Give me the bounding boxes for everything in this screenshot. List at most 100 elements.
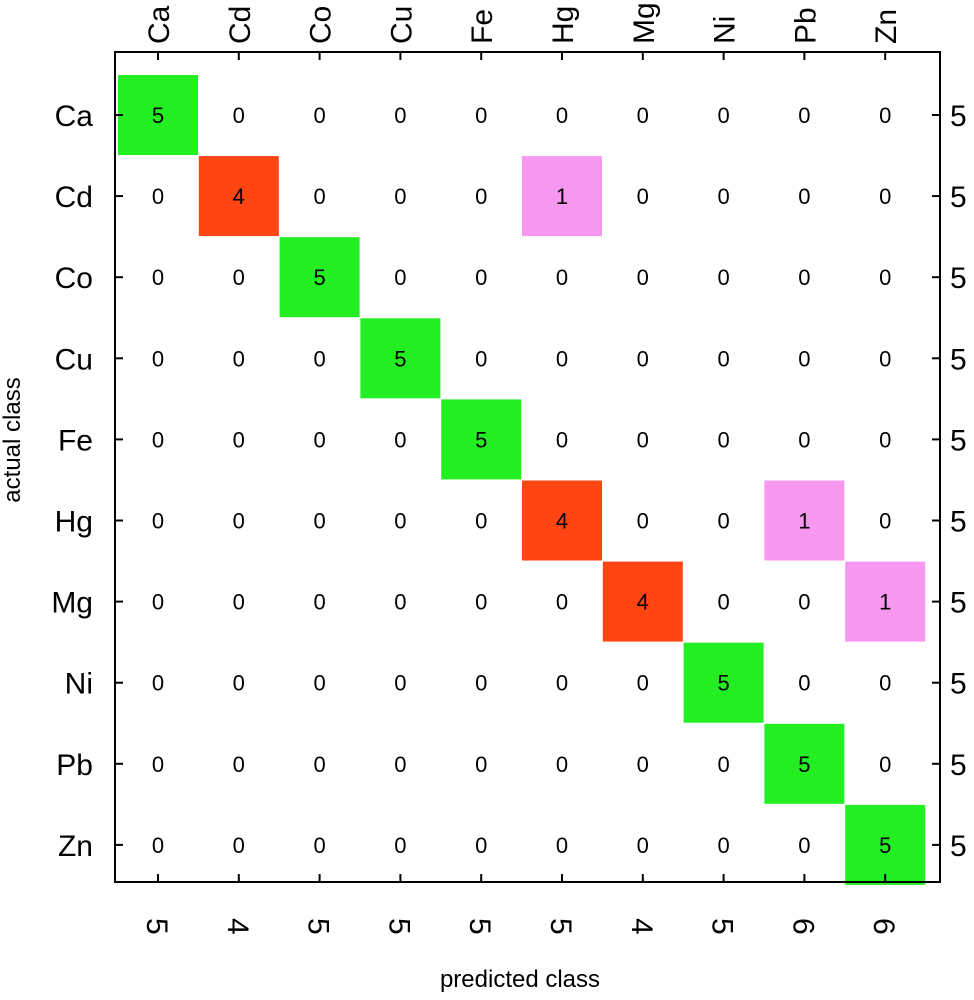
axis-labels: Ca 5 Cd 4 Co 5 Cu 5 Fe 5 Hg 5 Mg 4 Ni 5 Pb 6 Zn 6 Ca 5 Cd 5 Co 5 C… xyxy=(51,2,966,934)
cell-3-3 xyxy=(360,318,441,399)
cell-value: 5 xyxy=(394,346,406,371)
column-total-label: 4 xyxy=(625,918,658,935)
cell-value: 5 xyxy=(717,671,729,696)
cell-value: 0 xyxy=(798,103,810,128)
row-total-label: 5 xyxy=(950,424,967,457)
column-total-label: 6 xyxy=(786,918,819,935)
y-tick-label: Ca xyxy=(55,100,94,133)
cell-value: 0 xyxy=(637,184,649,209)
cell-value: 0 xyxy=(475,671,487,696)
cell-value: 0 xyxy=(152,752,164,777)
cell-value: 0 xyxy=(152,265,164,290)
cell-value: 1 xyxy=(798,509,810,534)
cell-value: 0 xyxy=(233,833,245,858)
y-tick-label: Hg xyxy=(55,506,93,539)
cell-value: 0 xyxy=(475,184,487,209)
cell-value: 0 xyxy=(475,103,487,128)
row-total-label: 5 xyxy=(950,668,967,701)
cell-value: 0 xyxy=(152,346,164,371)
x-tick-label: Ni xyxy=(709,16,742,44)
cell-5-5 xyxy=(522,480,602,561)
cell-value: 0 xyxy=(152,671,164,696)
cell-value: 0 xyxy=(394,590,406,615)
row-total-label: 5 xyxy=(950,587,967,620)
cell-value: 0 xyxy=(394,427,406,452)
cell-value: 0 xyxy=(879,265,891,290)
cell-value: 0 xyxy=(879,346,891,371)
column-total-label: 5 xyxy=(382,918,415,935)
cell-value: 0 xyxy=(637,752,649,777)
y-tick-label: Zn xyxy=(58,830,93,863)
cell-value: 1 xyxy=(879,590,891,615)
cell-value: 0 xyxy=(394,265,406,290)
cell-value: 0 xyxy=(556,752,568,777)
cell-value: 0 xyxy=(879,427,891,452)
cell-value: 0 xyxy=(637,265,649,290)
column-total-label: 5 xyxy=(544,918,577,935)
y-axis-title: actual class xyxy=(0,377,26,502)
row-total-label: 5 xyxy=(950,262,967,295)
cell-value: 0 xyxy=(233,103,245,128)
x-tick-label: Mg xyxy=(628,2,661,44)
y-tick-label: Pb xyxy=(56,749,93,782)
cell-5-8 xyxy=(764,480,845,561)
cell-value: 0 xyxy=(233,427,245,452)
cell-value: 0 xyxy=(879,671,891,696)
y-tick-label: Mg xyxy=(51,587,93,620)
cell-value: 0 xyxy=(313,590,325,615)
matrix-cells: 5 0 0 0 0 0 0 0 0 0 0 4 0 0 0 1 0 0 0 0 0 0 5 0 0 0 0 0 0 0 0 0 0 5 0 0 0 0 0 0… xyxy=(118,75,926,885)
cell-value: 0 xyxy=(556,833,568,858)
column-total-label: 5 xyxy=(140,918,173,935)
column-total-label: 5 xyxy=(302,918,335,935)
plot-frame xyxy=(114,51,941,883)
cell-value: 0 xyxy=(313,427,325,452)
cell-value: 0 xyxy=(798,184,810,209)
x-tick-label: Cd xyxy=(224,6,257,44)
cell-value: 0 xyxy=(556,427,568,452)
cell-value: 0 xyxy=(717,833,729,858)
cell-value: 0 xyxy=(313,671,325,696)
x-tick-label: Zn xyxy=(870,9,903,44)
y-tick-label: Co xyxy=(55,262,93,295)
x-tick-label: Fe xyxy=(466,9,499,44)
cell-8-8 xyxy=(764,723,845,804)
cell-value: 0 xyxy=(637,103,649,128)
y-tick-label: Cd xyxy=(55,181,93,214)
cell-value: 0 xyxy=(313,103,325,128)
cell-value: 0 xyxy=(717,427,729,452)
cell-value: 0 xyxy=(394,671,406,696)
cell-value: 0 xyxy=(233,265,245,290)
cell-value: 5 xyxy=(313,265,325,290)
cell-value: 0 xyxy=(798,590,810,615)
cell-value: 5 xyxy=(475,427,487,452)
cell-1-1 xyxy=(198,156,279,237)
cell-value: 0 xyxy=(556,265,568,290)
cell-value: 0 xyxy=(475,752,487,777)
cell-value: 0 xyxy=(798,427,810,452)
cell-value: 0 xyxy=(637,671,649,696)
cell-value: 0 xyxy=(798,671,810,696)
cell-value: 0 xyxy=(879,103,891,128)
x-tick-label: Cu xyxy=(385,6,418,44)
cell-value: 0 xyxy=(879,509,891,534)
cell-value: 0 xyxy=(152,427,164,452)
row-total-label: 5 xyxy=(950,749,967,782)
cell-value: 0 xyxy=(556,103,568,128)
cell-value: 0 xyxy=(475,265,487,290)
cell-value: 0 xyxy=(233,590,245,615)
cell-7-7 xyxy=(683,642,764,723)
cell-value: 0 xyxy=(475,509,487,534)
column-total-label: 5 xyxy=(706,918,739,935)
cell-value: 0 xyxy=(879,184,891,209)
cell-value: 5 xyxy=(798,752,810,777)
row-total-label: 5 xyxy=(950,343,967,376)
cell-value: 0 xyxy=(717,752,729,777)
cell-value: 5 xyxy=(879,833,891,858)
cell-4-4 xyxy=(441,399,522,480)
cell-value: 0 xyxy=(313,833,325,858)
cell-value: 0 xyxy=(233,752,245,777)
x-tick-label: Hg xyxy=(547,6,580,44)
cell-value: 0 xyxy=(394,752,406,777)
cell-value: 0 xyxy=(475,833,487,858)
